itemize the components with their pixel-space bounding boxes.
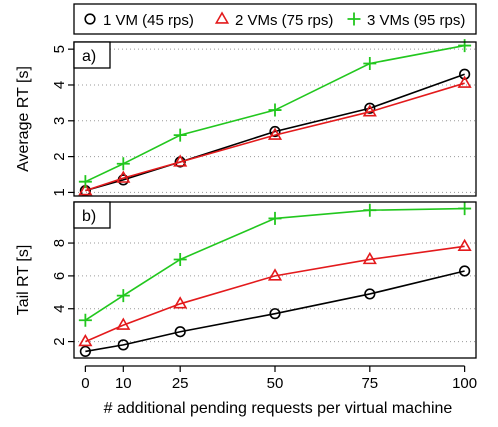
y-tick-label-1-4: 4 bbox=[51, 81, 68, 89]
y-tick-label-1-1: 1 bbox=[51, 188, 68, 196]
series-2-1-point-6 bbox=[459, 265, 471, 277]
x-axis: 0 10 25 50 75 100 bbox=[81, 365, 477, 392]
x-tick-label-4: 50 bbox=[267, 375, 284, 392]
y-tick-label-2-2: 4 bbox=[51, 305, 68, 313]
y-tick-label-2-3: 6 bbox=[51, 272, 68, 280]
y-axis-label-1: Average RT [s] bbox=[15, 66, 32, 172]
series-line-2-2 bbox=[85, 245, 465, 343]
series-1-3-point-5 bbox=[363, 56, 377, 70]
series-1-3-point-6 bbox=[458, 39, 472, 53]
series-2-2-point-6 bbox=[457, 238, 472, 252]
y-tick-label-2-4: 8 bbox=[51, 239, 68, 247]
chart-panels: 1 2 3 4 5 Average RT [s] a) 2 4 6 8 Tail RT [s] b) bbox=[15, 39, 477, 359]
panel-tag-box-1 bbox=[73, 41, 111, 69]
x-tick-label-6: 100 bbox=[452, 375, 477, 392]
y-tick-label-2-1: 2 bbox=[51, 337, 68, 345]
x-tick-label-2: 10 bbox=[115, 375, 132, 392]
series-2-1-point-2 bbox=[117, 339, 129, 351]
legend-box bbox=[73, 3, 477, 35]
series-1-3-point-4 bbox=[268, 103, 282, 117]
series-2-1-point-4 bbox=[269, 308, 281, 320]
series-1-2-point-6 bbox=[457, 75, 472, 88]
series-2-2-point-3 bbox=[173, 296, 188, 309]
series-2-3-point-3 bbox=[173, 252, 187, 266]
series-2-2-point-4 bbox=[267, 268, 283, 281]
series-2-3-point-1 bbox=[78, 313, 92, 327]
x-axis-label: # additional pending requests per virtua… bbox=[104, 400, 453, 417]
legend-entry-1: 1 VM (45 rps) bbox=[84, 12, 194, 29]
series-1-2-point-4 bbox=[267, 127, 283, 140]
series-1-3-point-2 bbox=[116, 157, 130, 171]
series-1-2-point-5 bbox=[362, 104, 377, 117]
series-2-3-point-4 bbox=[268, 211, 282, 225]
series-1-1-point-4 bbox=[269, 125, 281, 138]
panel-2: 2 4 6 8 Tail RT [s] b) bbox=[15, 201, 477, 359]
x-tick-label-5: 75 bbox=[361, 375, 378, 392]
series-2-1-point-3 bbox=[174, 326, 186, 338]
legend-marker-3-point-0 bbox=[347, 12, 361, 26]
series-1-2-point-3 bbox=[173, 154, 188, 167]
series-1-2-point-2 bbox=[116, 170, 131, 183]
panel-tag-2: b) bbox=[82, 208, 96, 225]
series-1-3-point-3 bbox=[173, 128, 187, 142]
series-2-2-point-5 bbox=[362, 251, 377, 265]
legend-label-3: 3 VMs (95 rps) bbox=[367, 12, 465, 29]
series-line-1-2 bbox=[85, 82, 465, 192]
y-tick-label-1-5: 5 bbox=[51, 45, 68, 53]
y-tick-label-1-2: 2 bbox=[51, 152, 68, 160]
legend-marker-2-point-0 bbox=[214, 11, 230, 24]
series-2-2-point-2 bbox=[116, 317, 131, 330]
y-axis-label-2: Tail RT [s] bbox=[15, 245, 32, 316]
series-1-1-point-5 bbox=[364, 102, 376, 114]
series-2-3-point-6 bbox=[458, 202, 472, 216]
panel-frame-1 bbox=[73, 41, 477, 197]
series-2-2-point-1 bbox=[78, 333, 93, 347]
panel-tag-1: a) bbox=[82, 48, 96, 65]
series-line-1-3 bbox=[85, 44, 465, 183]
series-1-1-point-6 bbox=[459, 68, 471, 80]
series-2-1-point-1 bbox=[79, 345, 91, 358]
legend-marker-1-point-0 bbox=[84, 13, 96, 25]
series-2-3-point-2 bbox=[116, 289, 130, 303]
series-2-3-point-5 bbox=[363, 203, 377, 217]
legend-label-1: 1 VM (45 rps) bbox=[103, 12, 194, 29]
series-1-3-point-1 bbox=[78, 175, 92, 189]
panel-frame-2 bbox=[73, 201, 477, 359]
legend-label-2: 2 VMs (75 rps) bbox=[235, 12, 333, 29]
series-1-2-point-1 bbox=[78, 183, 93, 196]
x-tick-label-3: 25 bbox=[172, 375, 189, 392]
y-tick-label-1-3: 3 bbox=[51, 117, 68, 125]
legend: 1 VM (45 rps) 2 VMs (75 rps) 3 VMs (95 rps… bbox=[73, 3, 477, 35]
series-line-2-3 bbox=[84, 207, 465, 321]
series-line-2-1 bbox=[85, 270, 465, 353]
panel-1: 1 2 3 4 5 Average RT [s] a) bbox=[15, 39, 477, 197]
panel-tag-box-2 bbox=[73, 201, 111, 229]
series-2-1-point-5 bbox=[364, 288, 376, 300]
x-tick-label-1: 0 bbox=[81, 375, 89, 392]
legend-entry-2: 2 VMs (75 rps) bbox=[214, 11, 333, 29]
legend-entry-3: 3 VMs (95 rps) bbox=[347, 12, 465, 29]
